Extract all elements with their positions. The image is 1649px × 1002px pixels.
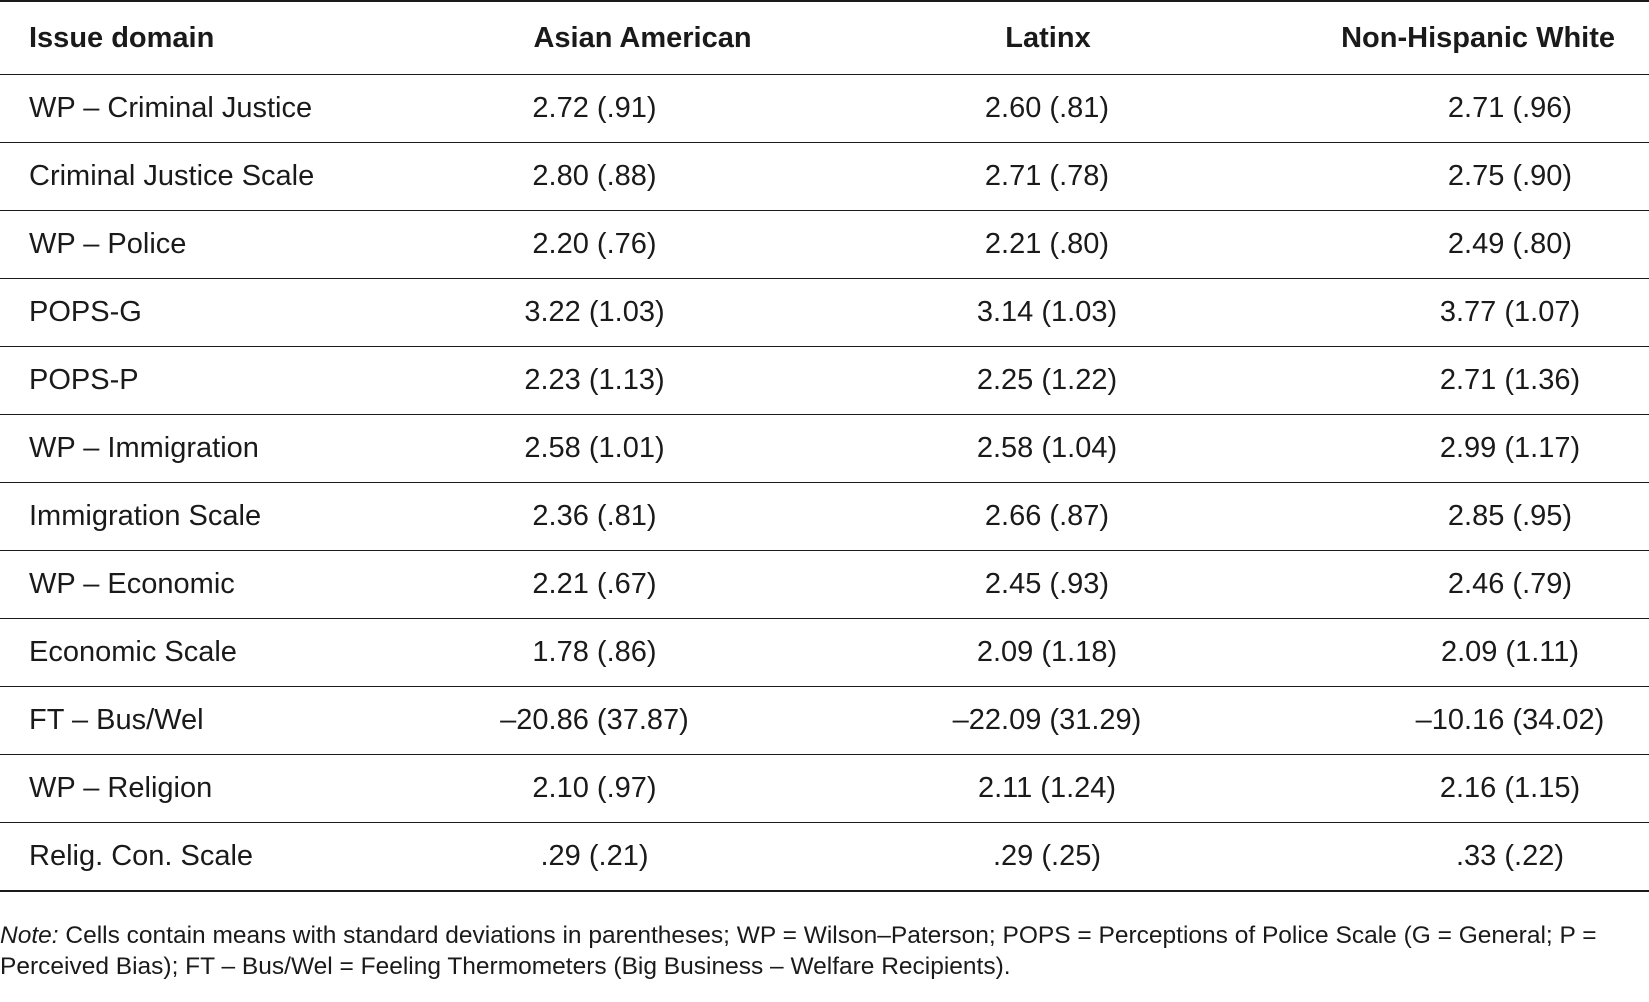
table-row: WP – Immigration 2.58 (1.01) 2.58 (1.04) 2.…: [0, 414, 1649, 483]
latinx-cell: –22.09 (31.29): [825, 686, 1271, 755]
non-hispanic-white-cell: 2.99 (1.17): [1271, 414, 1649, 483]
issue-domain-cell: WP – Criminal Justice: [0, 74, 460, 143]
asian-american-cell: –20.86 (37.87): [460, 686, 825, 755]
issue-domain-cell: FT – Bus/Wel: [0, 686, 460, 755]
header-non-hispanic-white: Non-Hispanic White: [1271, 0, 1649, 75]
non-hispanic-white-cell: 2.09 (1.11): [1271, 618, 1649, 687]
latinx-cell: 2.21 (.80): [825, 210, 1271, 279]
latinx-cell: 2.66 (.87): [825, 482, 1271, 551]
header-issue-domain: Issue domain: [0, 0, 460, 75]
table-row: FT – Bus/Wel –20.86 (37.87) –22.09 (31.29)…: [0, 686, 1649, 755]
note-label: Note:: [0, 922, 59, 949]
asian-american-cell: 2.20 (.76): [460, 210, 825, 279]
non-hispanic-white-cell: 2.75 (.90): [1271, 142, 1649, 211]
issue-domain-cell: Relig. Con. Scale: [0, 822, 460, 892]
latinx-cell: 2.71 (.78): [825, 142, 1271, 211]
table-row: Immigration Scale 2.36 (.81) 2.66 (.87) 2.8…: [0, 482, 1649, 551]
header-row: Issue domain Asian American Latinx Non-H…: [0, 0, 1649, 75]
issue-domain-cell: Immigration Scale: [0, 482, 460, 551]
latinx-cell: 2.45 (.93): [825, 550, 1271, 619]
table-body: WP – Criminal Justice 2.72 (.91) 2.60 (.81…: [0, 74, 1649, 892]
table-note: Note: Cells contain means with standard …: [0, 920, 1645, 982]
non-hispanic-white-cell: .33 (.22): [1271, 822, 1649, 892]
non-hispanic-white-cell: 2.49 (.80): [1271, 210, 1649, 279]
table-row: POPS-G 3.22 (1.03) 3.14 (1.03) 3.77 (1.07): [0, 278, 1649, 347]
latinx-cell: 2.11 (1.24): [825, 754, 1271, 823]
header-asian-american: Asian American: [460, 0, 825, 75]
table-row: Criminal Justice Scale 2.80 (.88) 2.71 (.7…: [0, 142, 1649, 211]
non-hispanic-white-cell: 3.77 (1.07): [1271, 278, 1649, 347]
table-row: WP – Police 2.20 (.76) 2.21 (.80) 2.49 (.80…: [0, 210, 1649, 279]
asian-american-cell: 2.58 (1.01): [460, 414, 825, 483]
data-table-container: Issue domain Asian American Latinx Non-H…: [0, 0, 1649, 892]
table-row: WP – Criminal Justice 2.72 (.91) 2.60 (.81…: [0, 74, 1649, 143]
table-row: WP – Economic 2.21 (.67) 2.45 (.93) 2.46 (.…: [0, 550, 1649, 619]
non-hispanic-white-cell: 2.71 (.96): [1271, 74, 1649, 143]
table-row: POPS-P 2.23 (1.13) 2.25 (1.22) 2.71 (1.36): [0, 346, 1649, 415]
issue-domain-cell: Economic Scale: [0, 618, 460, 687]
issue-domain-cell: WP – Economic: [0, 550, 460, 619]
non-hispanic-white-cell: 2.16 (1.15): [1271, 754, 1649, 823]
issue-domain-cell: POPS-G: [0, 278, 460, 347]
asian-american-cell: 3.22 (1.03): [460, 278, 825, 347]
asian-american-cell: 2.80 (.88): [460, 142, 825, 211]
header-latinx: Latinx: [825, 0, 1271, 75]
asian-american-cell: 2.36 (.81): [460, 482, 825, 551]
latinx-cell: 2.09 (1.18): [825, 618, 1271, 687]
latinx-cell: 2.25 (1.22): [825, 346, 1271, 415]
issue-domain-cell: WP – Police: [0, 210, 460, 279]
non-hispanic-white-cell: 2.71 (1.36): [1271, 346, 1649, 415]
non-hispanic-white-cell: 2.46 (.79): [1271, 550, 1649, 619]
asian-american-cell: .29 (.21): [460, 822, 825, 892]
table-row: WP – Religion 2.10 (.97) 2.11 (1.24) 2.16 (…: [0, 754, 1649, 823]
table-row: Economic Scale 1.78 (.86) 2.09 (1.18) 2.09 …: [0, 618, 1649, 687]
non-hispanic-white-cell: 2.85 (.95): [1271, 482, 1649, 551]
latinx-cell: .29 (.25): [825, 822, 1271, 892]
note-text: Cells contain means with standard deviat…: [0, 922, 1597, 980]
table-row: Relig. Con. Scale .29 (.21) .29 (.25) .33 (…: [0, 822, 1649, 892]
issue-domain-cell: WP – Immigration: [0, 414, 460, 483]
non-hispanic-white-cell: –10.16 (34.02): [1271, 686, 1649, 755]
latinx-cell: 3.14 (1.03): [825, 278, 1271, 347]
latinx-cell: 2.60 (.81): [825, 74, 1271, 143]
table-header: Issue domain Asian American Latinx Non-H…: [0, 0, 1649, 75]
asian-american-cell: 2.72 (.91): [460, 74, 825, 143]
issue-domain-cell: POPS-P: [0, 346, 460, 415]
asian-american-cell: 2.23 (1.13): [460, 346, 825, 415]
asian-american-cell: 1.78 (.86): [460, 618, 825, 687]
asian-american-cell: 2.21 (.67): [460, 550, 825, 619]
means-table: Issue domain Asian American Latinx Non-H…: [0, 0, 1649, 892]
latinx-cell: 2.58 (1.04): [825, 414, 1271, 483]
issue-domain-cell: Criminal Justice Scale: [0, 142, 460, 211]
issue-domain-cell: WP – Religion: [0, 754, 460, 823]
asian-american-cell: 2.10 (.97): [460, 754, 825, 823]
